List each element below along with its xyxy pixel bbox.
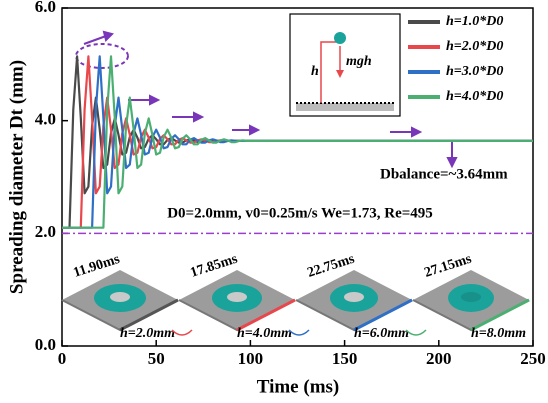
arrowhead bbox=[149, 94, 161, 106]
arrowhead bbox=[102, 30, 114, 42]
droplet-center bbox=[344, 292, 364, 302]
inset-arrowhead bbox=[336, 70, 344, 78]
inset-droplet bbox=[334, 32, 346, 44]
panel-edge-color bbox=[353, 298, 413, 332]
inset-ground bbox=[296, 103, 394, 111]
inset-height: h bbox=[311, 64, 319, 79]
x-axis-label: Time (ms) bbox=[257, 376, 340, 397]
arrowhead bbox=[446, 157, 458, 169]
panel-arrow bbox=[405, 329, 427, 336]
arrowhead bbox=[193, 111, 205, 123]
trend-arrows bbox=[75, 30, 458, 169]
arrowhead bbox=[249, 124, 261, 136]
panel-edge-color bbox=[470, 298, 530, 332]
conditions-annotation: D0=2.0mm, v0=0.25m/s We=1.73, Re=495 bbox=[167, 205, 433, 221]
x-tick-label: 0 bbox=[58, 349, 67, 368]
legend-label: h=1.0*D0 bbox=[446, 14, 503, 29]
y-tick-label: 0.0 bbox=[35, 335, 56, 354]
y-tick-label: 6.0 bbox=[35, 0, 56, 16]
droplet-panels: 11.90msh=2.0mm17.85msh=4.0mm22.75msh=6.0… bbox=[61, 251, 530, 341]
droplet-center bbox=[461, 292, 481, 302]
x-tick-label: 250 bbox=[520, 349, 546, 368]
inset-height-line bbox=[320, 41, 338, 103]
panel-height: h=8.0mm bbox=[471, 326, 526, 341]
panel-edge-color bbox=[119, 298, 179, 332]
inset-energy: mgh bbox=[346, 54, 372, 69]
legend-label: h=2.0*D0 bbox=[446, 39, 503, 54]
droplet-center bbox=[110, 292, 130, 302]
x-tick-label: 200 bbox=[426, 349, 452, 368]
balance-annotation: Dbalance=~3.64mm bbox=[380, 166, 508, 182]
inset-frame bbox=[289, 13, 401, 117]
panel-edge-color bbox=[236, 298, 296, 332]
x-tick-label: 50 bbox=[148, 349, 165, 368]
panel-height: h=6.0mm bbox=[354, 326, 409, 341]
legend-label: h=3.0*D0 bbox=[446, 64, 503, 79]
panel-arrow bbox=[171, 329, 193, 336]
y-tick-label: 4.0 bbox=[35, 110, 56, 129]
y-axis-label: Spreading diameter Dt (mm) bbox=[6, 60, 27, 294]
droplet-center bbox=[227, 292, 247, 302]
x-tick-label: 150 bbox=[332, 349, 358, 368]
panel-height: h=2.0mm bbox=[120, 326, 175, 341]
x-tick-label: 100 bbox=[238, 349, 264, 368]
panel-height: h=4.0mm bbox=[237, 326, 292, 341]
arrow bbox=[83, 35, 107, 45]
panel-arrow bbox=[288, 329, 310, 336]
peak-ring bbox=[75, 43, 129, 69]
arrowhead bbox=[411, 126, 423, 138]
plot-frame bbox=[61, 7, 534, 347]
y-tick-label: 2.0 bbox=[35, 222, 56, 241]
series-line bbox=[62, 55, 533, 229]
inset: mgh h bbox=[289, 13, 401, 117]
legend-label: h=4.0*D0 bbox=[446, 89, 503, 104]
